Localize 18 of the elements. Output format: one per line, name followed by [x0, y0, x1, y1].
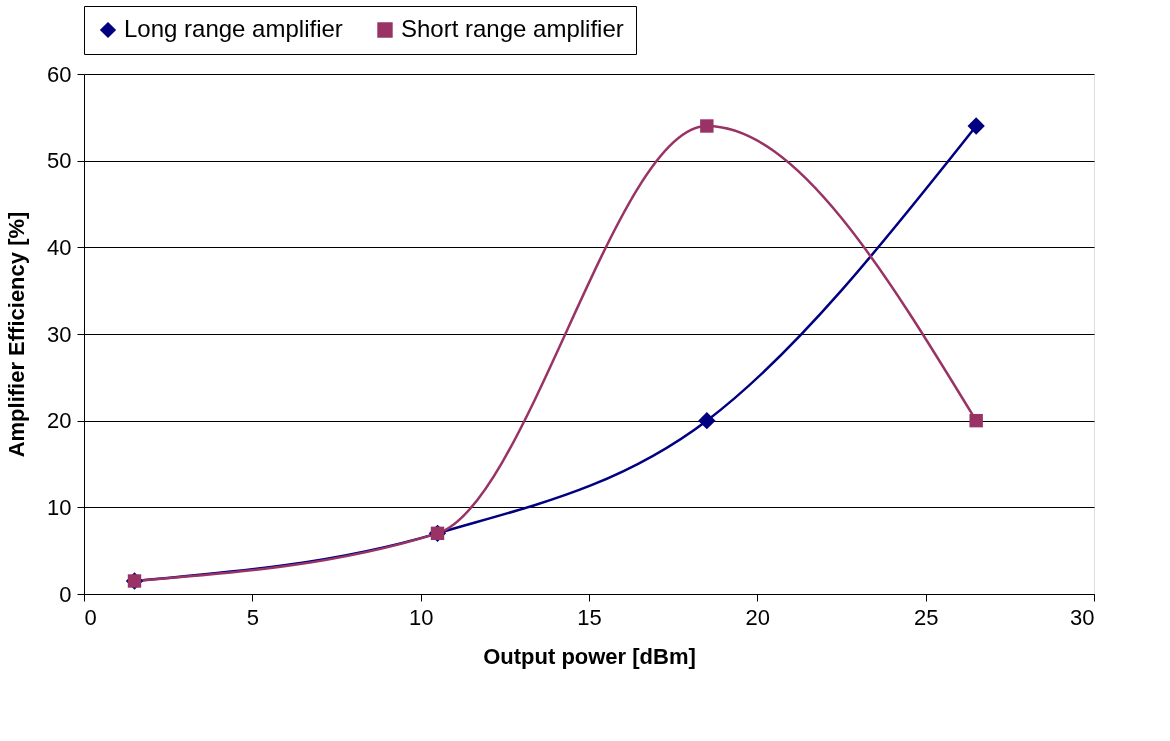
y-tick-label: 20: [47, 408, 72, 434]
x-tick-label: 15: [577, 604, 602, 630]
x-tick-label: 25: [913, 604, 939, 630]
y-tick-label: 60: [47, 61, 72, 87]
legend-label: Long range amplifier: [124, 15, 343, 42]
x-tick-label: 20: [745, 604, 771, 630]
x-axis-title: Output power [dBm]: [483, 643, 696, 669]
x-tick-label: 5: [246, 604, 259, 630]
y-tick-label: 50: [47, 148, 72, 174]
x-tick-label: 10: [408, 604, 434, 630]
y-axis-title: Amplifier Efficiency [%]: [4, 211, 30, 458]
y-tick-label: 10: [47, 494, 72, 520]
x-tick-label: 30: [1070, 604, 1095, 630]
y-tick-label: 30: [47, 321, 72, 347]
y-tick-label: 40: [47, 234, 72, 260]
y-tick-label: 0: [59, 581, 72, 607]
legend-label: Short range amplifier: [401, 15, 624, 42]
x-tick-label: 0: [84, 604, 97, 630]
